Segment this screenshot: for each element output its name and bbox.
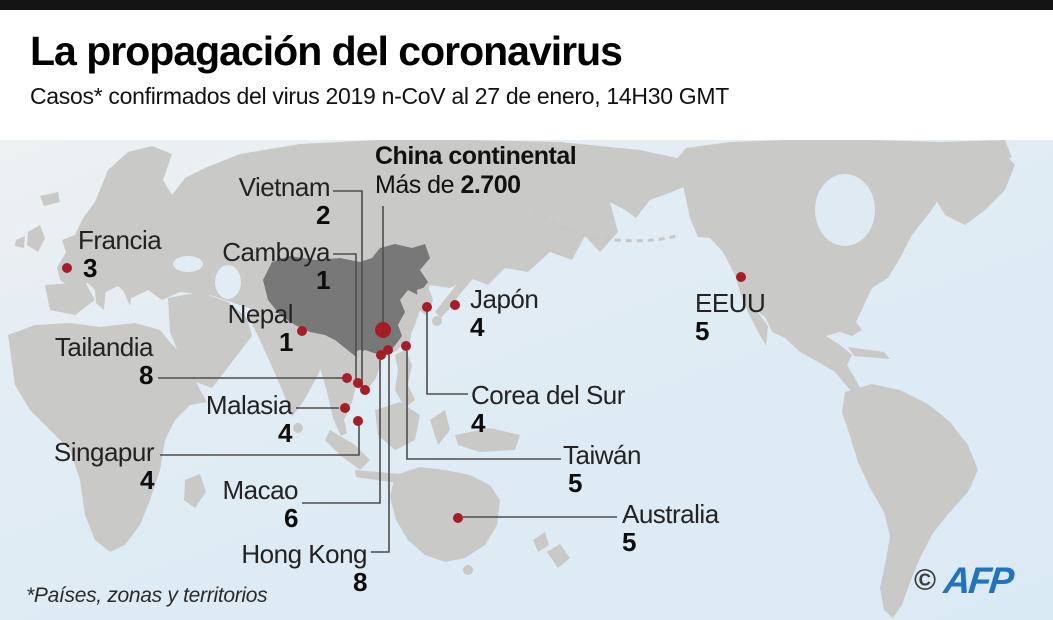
- landmass-eurasia: [57, 140, 700, 355]
- landmass-aleutians: [532, 208, 681, 243]
- landmass-cuba: [848, 347, 890, 359]
- label-vietnam: Vietnam 2: [238, 172, 331, 230]
- label-japon: Japón 4: [470, 284, 539, 342]
- landmass-sulawesi: [430, 410, 450, 445]
- label-corea-del-sur: Corea del Sur 4: [471, 380, 625, 438]
- landmass-srilanka: [293, 423, 303, 433]
- case-dot-corea-del-sur: [422, 302, 432, 312]
- landmass-sumatra: [325, 430, 370, 470]
- world-map: China continental Más de 2.700 Vietnam 2…: [0, 140, 1053, 620]
- world-map-svg: [8, 140, 1015, 618]
- label-nepal: Nepal 1: [227, 299, 294, 357]
- leader-line-macao: [302, 360, 381, 504]
- leader-line-camboya: [333, 253, 357, 380]
- copyright-icon: ©: [914, 564, 937, 597]
- sea-black: [173, 256, 203, 272]
- china-case-count: 2.700: [460, 171, 521, 199]
- case-dot-nepal: [297, 326, 307, 336]
- case-dot-singapur: [353, 416, 363, 426]
- sea-caspian: [215, 265, 241, 299]
- label-eeuu: EEUU 5: [695, 288, 766, 346]
- case-dot-macao: [376, 350, 386, 360]
- leader-line-corea-del-sur: [426, 311, 468, 395]
- header: La propagación del coronavirus Casos* co…: [30, 10, 1020, 110]
- landmass-new-zealand-south: [547, 544, 570, 568]
- sea-hudson-bay: [815, 174, 875, 246]
- page-title: La propagación del coronavirus: [30, 28, 623, 74]
- top-black-bar: [0, 0, 1053, 10]
- landmass-borneo: [375, 402, 420, 450]
- landmass-south-america: [842, 384, 978, 618]
- landmass-iberia: [45, 282, 95, 315]
- label-malasia: Malasia 4: [205, 390, 293, 448]
- landmass-arabia: [168, 292, 252, 388]
- case-dot-francia: [62, 263, 72, 273]
- china-label-value: Más de 2.700: [375, 171, 521, 199]
- landmass-japan-honshu: [435, 260, 483, 318]
- footnote: *Países, zonas y territorios: [26, 584, 268, 607]
- china-label-name: China continental: [375, 142, 577, 170]
- landmass-australia: [390, 467, 500, 562]
- label-camboya: Camboya 1: [222, 237, 330, 295]
- case-dot-taiwan: [401, 341, 411, 351]
- landmass-new-zealand-north: [533, 532, 549, 552]
- landmass-uk: [27, 225, 45, 252]
- case-dot-australia: [453, 513, 463, 523]
- label-francia: Francia 3: [78, 225, 162, 283]
- landmass-africa: [8, 323, 207, 552]
- landmass-new-guinea: [455, 428, 520, 452]
- label-taiwan: Taiwán 5: [563, 440, 641, 498]
- label-australia: Australia 5: [622, 499, 719, 557]
- landmass-north-america: [676, 140, 1012, 392]
- case-dot-hong-kong: [383, 345, 393, 355]
- label-hong-kong: Hong Kong 8: [241, 539, 367, 597]
- case-dot-china: [375, 322, 391, 338]
- landmass-greece: [123, 288, 133, 306]
- landmass-philippines: [395, 350, 415, 408]
- case-dot-eeuu: [736, 272, 746, 282]
- afp-logo: AFP: [942, 560, 1015, 601]
- landmass-ireland: [15, 236, 25, 248]
- leader-line-vietnam: [333, 190, 363, 388]
- landmass-madagascar: [184, 474, 206, 508]
- landmass-southeast-asia: [318, 332, 382, 436]
- page-subtitle: Casos* confirmados del virus 2019 n-CoV …: [30, 83, 729, 109]
- case-dot-tailandia: [342, 373, 352, 383]
- case-dot-malasia: [340, 403, 350, 413]
- landmass-iceland: [40, 192, 60, 206]
- case-dot-vietnam: [360, 385, 370, 395]
- leader-line-singapur: [160, 425, 360, 456]
- landmass-tasmania: [463, 565, 473, 575]
- landmass-japan-kyushu: [432, 316, 442, 326]
- leader-line-hong-kong: [371, 355, 390, 553]
- label-singapur: Singapur 4: [53, 437, 155, 495]
- label-macao: Macao 6: [222, 475, 298, 533]
- landmass-italy: [95, 286, 106, 310]
- afp-credit: © AFP: [914, 560, 1015, 602]
- leader-line-taiwan: [406, 351, 561, 460]
- case-dot-camboya: [353, 378, 363, 388]
- landmass-sakhalin: [468, 202, 481, 250]
- label-tailandia: Tailandia 8: [54, 332, 154, 390]
- label-china-continental: China continental Más de 2.700: [375, 142, 577, 200]
- landmass-japan-hokkaido: [469, 240, 487, 260]
- landmass-greenland: [918, 145, 1015, 225]
- case-dot-japon: [450, 300, 460, 310]
